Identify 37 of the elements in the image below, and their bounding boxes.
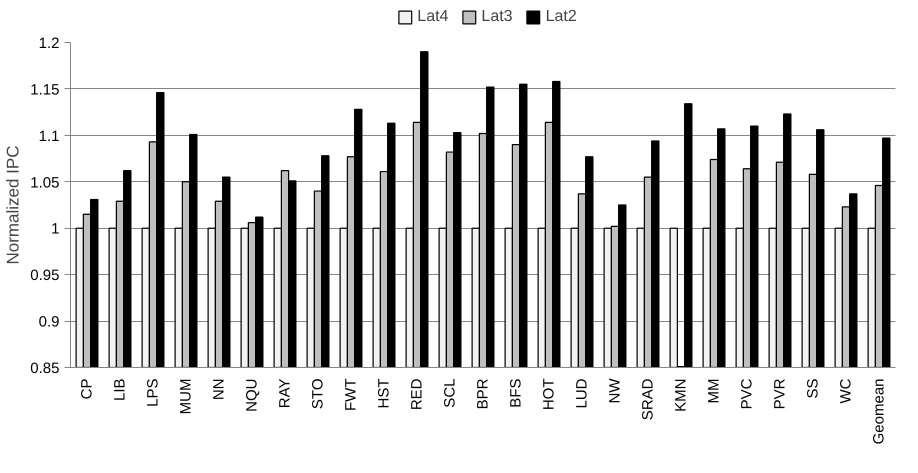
x-tick-label: SCL	[442, 378, 458, 408]
x-tick-label: SRAD	[640, 378, 656, 420]
x-tick-label: HOT	[540, 378, 558, 410]
x-tick-label: MM	[706, 378, 722, 404]
x-tick-label: STO	[310, 378, 326, 410]
x-tick-label: KMN	[672, 378, 690, 412]
x-tick-label: FWT	[342, 378, 360, 411]
x-tick-label: NQU	[244, 378, 260, 412]
legend-label: Lat4	[417, 8, 448, 26]
x-tick-label: SS	[804, 378, 822, 399]
x-tick-label: RED	[408, 378, 426, 410]
y-tick-label: 1.2	[38, 35, 60, 52]
x-tick-label: HST	[376, 378, 392, 408]
x-tick-label: LPS	[144, 378, 162, 407]
x-tick-label: RAY	[276, 378, 294, 408]
x-tick-label: MUM	[178, 378, 194, 414]
x-tick-label: BFS	[508, 378, 524, 408]
x-tick-label: Geomean	[870, 378, 888, 444]
x-tick-label: LUD	[574, 378, 590, 409]
legend-label: Lat2	[546, 8, 577, 26]
y-tick-label: 1.05	[30, 174, 60, 192]
x-tick-label: PVR	[772, 378, 788, 410]
y-tick-label: 1.15	[30, 81, 60, 98]
y-axis-title: Normalized IPC	[3, 145, 22, 265]
y-tick-label: 0.95	[30, 267, 60, 284]
y-tick-label: 0.85	[30, 360, 60, 377]
y-tick-label: 1	[51, 220, 60, 238]
x-tick-label: WC	[838, 378, 854, 404]
y-tick-label: 1.1	[38, 128, 60, 145]
x-tick-label: NN	[210, 378, 228, 400]
x-tick-label: BPR	[474, 378, 492, 410]
x-tick-label: LIB	[112, 378, 128, 402]
x-tick-label: PVC	[738, 378, 756, 410]
legend-label: Lat3	[481, 8, 513, 26]
x-tick-label: CP	[78, 378, 96, 400]
x-tick-label: NW	[606, 378, 624, 404]
y-tick-label: 0.9	[38, 314, 60, 331]
